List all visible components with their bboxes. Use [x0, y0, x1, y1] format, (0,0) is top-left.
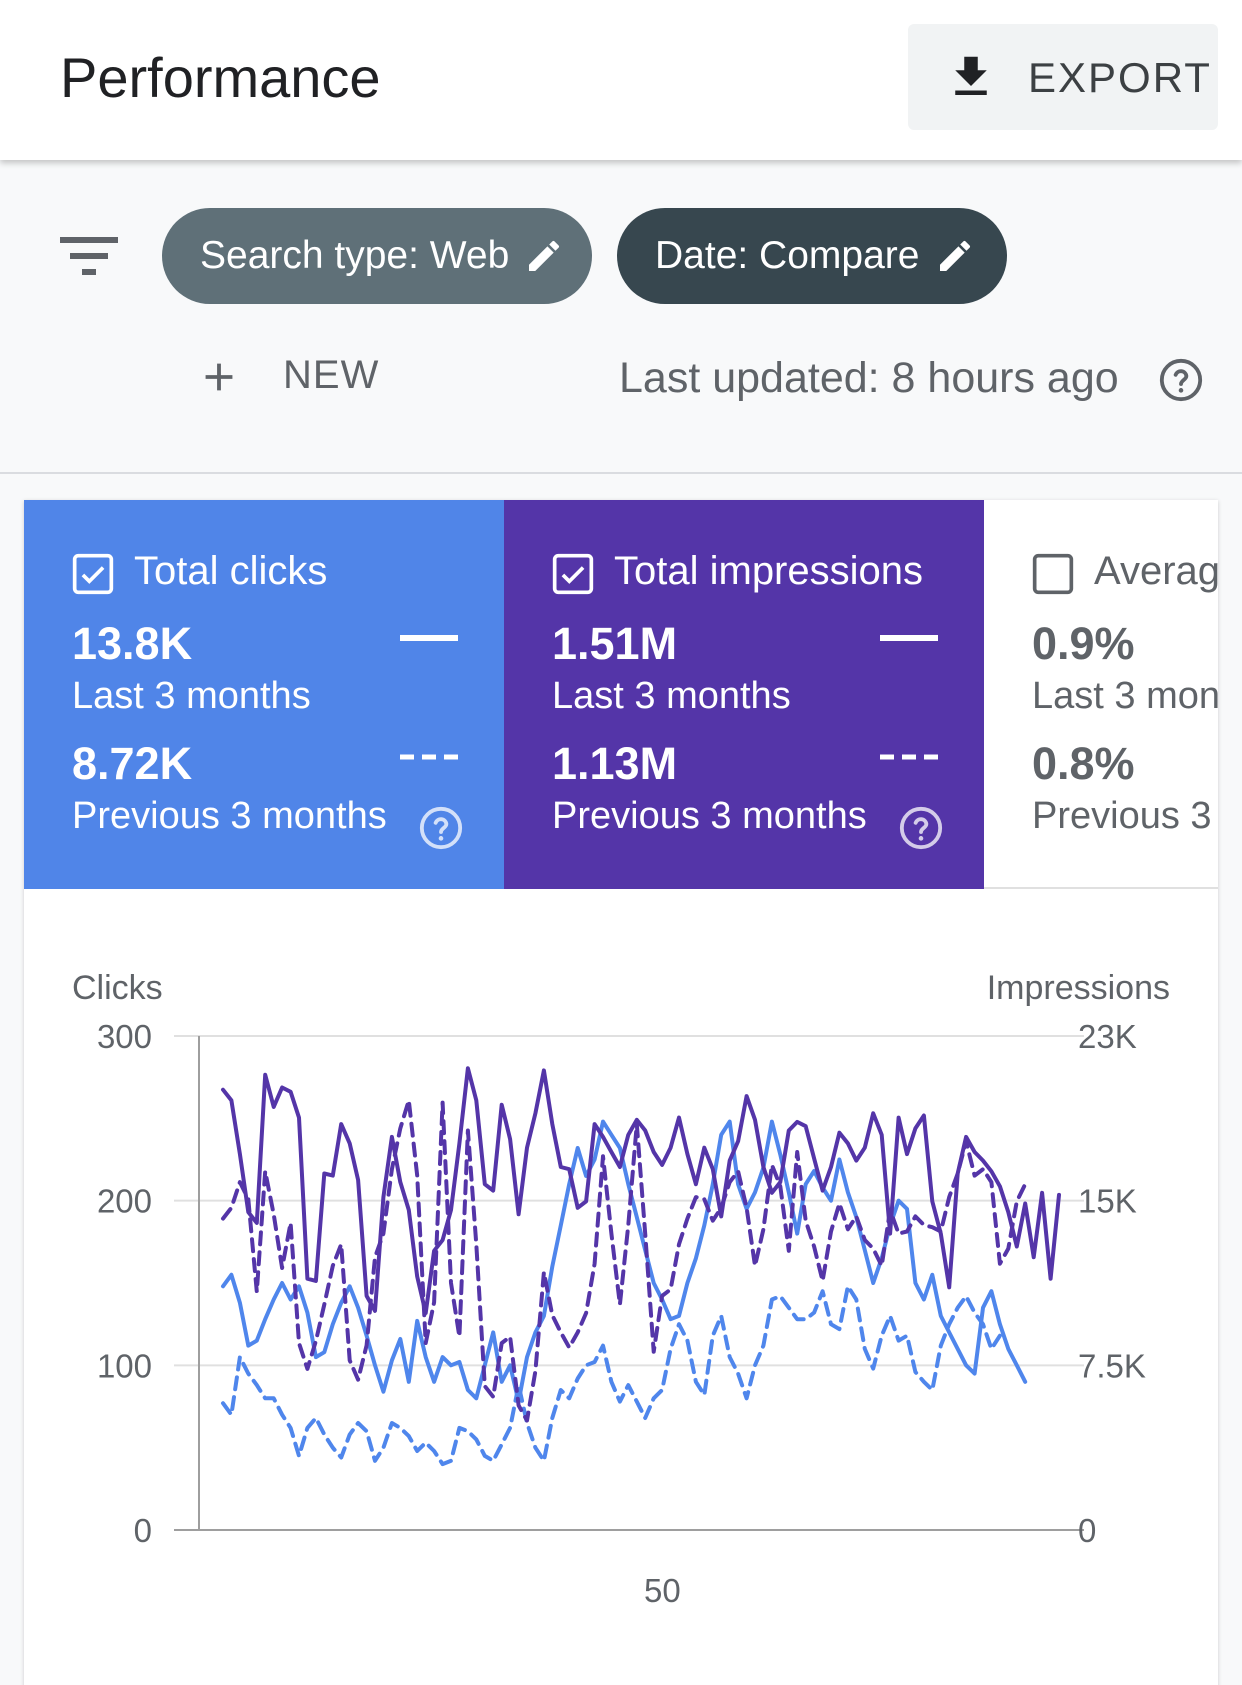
current-period: Last 3 months [552, 675, 791, 717]
y-axis-right-label: Impressions [987, 969, 1170, 1007]
help-icon[interactable] [418, 805, 464, 851]
solid-line-legend [880, 635, 938, 641]
y-tick-label-right: 23K [1078, 1018, 1137, 1055]
checkbox-checked-icon[interactable] [551, 552, 595, 596]
y-axis-left-label: Clicks [72, 969, 163, 1007]
x-tick-label: 50 [644, 1572, 681, 1609]
y-tick-label-left: 200 [97, 1183, 152, 1220]
checkbox-unchecked-icon[interactable] [1031, 552, 1075, 596]
previous-value: 1.13M [552, 738, 678, 789]
last-updated-text: Last updated: 8 hours ago [619, 354, 1119, 402]
series-line-right-dashed [221, 1098, 1028, 1423]
app-bar: Performance EXPORT [0, 0, 1242, 160]
metric-tile-average-ctr[interactable]: Averag 0.9% Last 3 mon 0.8% Previous 3 [984, 500, 1218, 889]
metric-name: Total clicks [134, 549, 328, 593]
dashed-line-legend [400, 754, 458, 760]
checkbox-checked-icon[interactable] [71, 552, 115, 596]
current-period: Last 3 months [72, 675, 311, 717]
previous-period: Previous 3 months [552, 795, 867, 837]
previous-period: Previous 3 months [72, 795, 387, 837]
metric-tile-total-impressions[interactable]: Total impressions 1.51M Last 3 months 1.… [504, 500, 984, 889]
current-period: Last 3 mon [1032, 675, 1218, 717]
y-tick-label-left: 300 [97, 1018, 152, 1055]
page-title: Performance [60, 46, 381, 109]
date-compare-chip[interactable]: Date: Compare [617, 208, 1007, 304]
series-line-right-solid [221, 1066, 1061, 1316]
date-chip-label: Date: Compare [655, 234, 920, 277]
performance-chart[interactable]: Clicks Impressions 0 0 100 7.5K 200 15K 300 23K… [24, 889, 1218, 1685]
y-tick-label-left: 0 [134, 1512, 152, 1549]
series-line-left-dashed [221, 1284, 1002, 1467]
edit-icon [529, 240, 560, 271]
search-type-chip-label: Search type: Web [200, 234, 510, 277]
dashed-line-legend [880, 754, 938, 760]
filter-bar: Search type: Web Date: Compare NEW Last … [0, 160, 1242, 474]
y-tick-label-left: 100 [97, 1347, 152, 1384]
metric-name: Total impressions [614, 549, 924, 593]
help-icon[interactable] [1158, 357, 1204, 403]
previous-value: 8.72K [72, 738, 193, 789]
y-tick-label-right: 7.5K [1078, 1347, 1146, 1384]
metric-name: Averag [1094, 549, 1218, 593]
download-icon [955, 56, 987, 95]
previous-period: Previous 3 [1032, 795, 1212, 837]
solid-line-legend [400, 635, 458, 641]
current-value: 1.51M [552, 618, 678, 669]
plus-icon [205, 363, 233, 391]
new-filter-label: NEW [283, 353, 380, 397]
previous-value: 0.8% [1032, 738, 1135, 789]
search-type-chip[interactable]: Search type: Web [162, 208, 592, 304]
edit-icon [940, 240, 971, 271]
export-button[interactable]: EXPORT [908, 24, 1218, 130]
performance-card: Total clicks 13.8K Last 3 months 8.72K P… [24, 500, 1218, 1685]
metric-tile-total-clicks[interactable]: Total clicks 13.8K Last 3 months 8.72K P… [24, 500, 504, 889]
y-tick-label-right: 0 [1078, 1512, 1096, 1549]
filter-list-icon[interactable] [60, 237, 118, 277]
help-icon[interactable] [898, 805, 944, 851]
y-tick-label-right: 15K [1078, 1183, 1137, 1220]
current-value: 0.9% [1032, 618, 1135, 669]
export-label: EXPORT [1028, 54, 1212, 101]
current-value: 13.8K [72, 618, 193, 669]
